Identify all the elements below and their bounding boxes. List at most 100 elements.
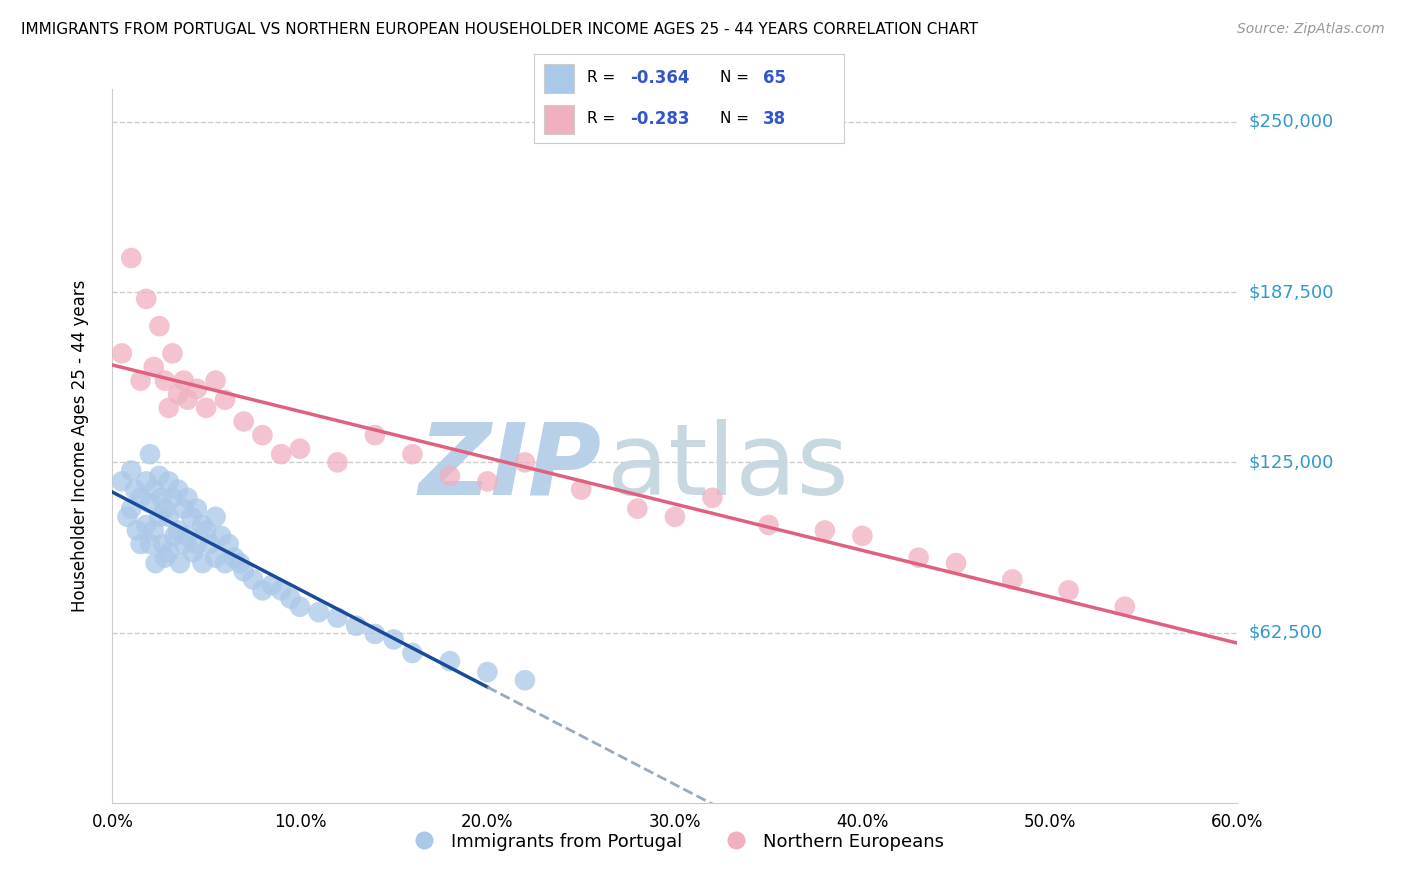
Point [1001, 573, 1024, 587]
Point [252, 583, 274, 598]
Point [176, 392, 198, 407]
Point [191, 556, 214, 570]
Point [162, 491, 184, 505]
Point [204, 550, 226, 565]
Point [513, 673, 536, 688]
Point [111, 346, 134, 360]
Point [270, 447, 292, 461]
Text: ZIP: ZIP [419, 419, 602, 516]
Point [1057, 583, 1080, 598]
Point [477, 665, 499, 679]
Point [288, 442, 311, 456]
Point [135, 292, 157, 306]
Text: IMMIGRANTS FROM PORTUGAL VS NORTHERN EUROPEAN HOUSEHOLDER INCOME AGES 25 - 44 YE: IMMIGRANTS FROM PORTUGAL VS NORTHERN EUR… [21, 22, 979, 37]
Point [176, 529, 198, 543]
Point [173, 501, 195, 516]
Point [758, 518, 780, 533]
Point [150, 491, 173, 505]
Point [326, 455, 349, 469]
Text: Source: ZipAtlas.com: Source: ZipAtlas.com [1237, 22, 1385, 37]
Text: 65: 65 [763, 69, 786, 87]
Point [626, 501, 648, 516]
Point [153, 550, 176, 565]
Point [162, 346, 184, 360]
Point [439, 469, 461, 483]
Text: $62,500: $62,500 [1249, 624, 1323, 641]
Point [401, 447, 423, 461]
Point [204, 374, 226, 388]
Point [252, 428, 274, 442]
Point [814, 524, 837, 538]
Point [344, 619, 367, 633]
Point [401, 646, 423, 660]
Point [209, 529, 232, 543]
Point [145, 556, 167, 570]
Point [664, 509, 686, 524]
Point [142, 483, 165, 497]
Point [195, 401, 218, 415]
Point [157, 545, 180, 559]
Point [125, 524, 148, 538]
Point [153, 374, 176, 388]
FancyBboxPatch shape [544, 105, 575, 134]
Point [214, 556, 236, 570]
Point [569, 483, 592, 497]
Point [382, 632, 405, 647]
Text: N =: N = [720, 70, 754, 85]
Point [364, 627, 387, 641]
Point [242, 573, 264, 587]
Text: 38: 38 [763, 110, 786, 128]
Point [169, 556, 191, 570]
Point [117, 509, 139, 524]
Text: -0.283: -0.283 [630, 110, 690, 128]
Point [229, 556, 252, 570]
Point [142, 359, 165, 374]
Point [907, 550, 929, 565]
Point [180, 509, 202, 524]
Point [167, 524, 190, 538]
Point [945, 556, 967, 570]
Point [439, 654, 461, 668]
Point [195, 524, 218, 538]
Point [120, 501, 142, 516]
FancyBboxPatch shape [544, 64, 575, 93]
Point [129, 491, 152, 505]
Point [139, 537, 162, 551]
Point [186, 501, 208, 516]
Point [173, 374, 195, 388]
Text: $187,500: $187,500 [1249, 283, 1334, 301]
Point [181, 545, 204, 559]
Point [111, 475, 134, 489]
Point [135, 475, 157, 489]
Point [120, 463, 142, 477]
Text: -0.364: -0.364 [630, 69, 690, 87]
Point [1114, 599, 1136, 614]
Point [157, 509, 180, 524]
Point [142, 524, 165, 538]
Point [157, 475, 180, 489]
Point [152, 537, 174, 551]
Point [163, 529, 186, 543]
Point [148, 509, 170, 524]
Point [308, 605, 330, 619]
Point [851, 529, 873, 543]
Point [198, 537, 221, 551]
Point [191, 518, 214, 533]
Point [129, 537, 152, 551]
Point [260, 578, 283, 592]
Point [139, 447, 162, 461]
Point [186, 382, 208, 396]
Point [135, 518, 157, 533]
Point [157, 401, 180, 415]
Point [232, 564, 254, 578]
Text: N =: N = [720, 112, 754, 126]
Point [364, 428, 387, 442]
Point [214, 392, 236, 407]
Point [148, 469, 170, 483]
Point [477, 475, 499, 489]
Point [204, 509, 226, 524]
Point [120, 251, 142, 265]
Point [124, 483, 146, 497]
Point [173, 537, 195, 551]
Point [139, 496, 162, 510]
